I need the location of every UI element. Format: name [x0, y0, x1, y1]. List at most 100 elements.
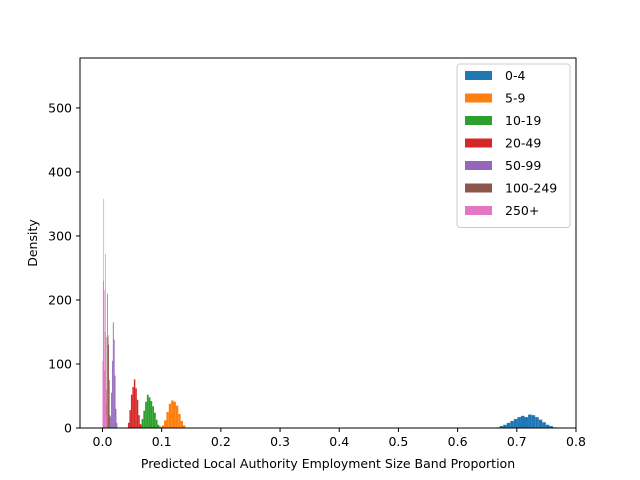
bar-250+-0: [102, 360, 104, 428]
bar-5-9-1: [164, 420, 167, 428]
legend-label-50-99: 50-99: [505, 158, 541, 173]
bar-0-4-7: [520, 415, 525, 428]
x-tick-label: 0.7: [507, 434, 527, 449]
bar-0-4-15: [549, 426, 553, 428]
bar-250+-8: [106, 415, 107, 428]
bar-0-4-2: [503, 424, 507, 428]
bar-5-9-8: [180, 420, 183, 428]
bar-250+-5: [104, 331, 106, 428]
legend-swatch-100-249: [465, 183, 492, 193]
bar-5-9-4: [171, 400, 174, 428]
bar-20-49-1: [129, 410, 131, 428]
bar-10-19-4: [146, 394, 149, 428]
bar-100-249-2: [107, 293, 108, 428]
bar-100-249-3: [107, 335, 109, 428]
bar-0-4-6: [517, 417, 521, 428]
bar-10-19-5: [148, 397, 151, 428]
legend-label-5-9: 5-9: [505, 91, 525, 106]
bar-20-49-7: [138, 415, 140, 428]
bar-50-99-3: [112, 322, 114, 428]
bar-5-9-6: [175, 405, 179, 428]
bar-10-19-9: [155, 419, 158, 428]
bar-50-99-0: [110, 416, 112, 428]
x-axis-label: Predicted Local Authority Employment Siz…: [141, 456, 515, 471]
legend-label-20-49: 20-49: [505, 136, 541, 151]
x-tick-label: 0.0: [93, 434, 113, 449]
series-5-9: [161, 400, 186, 428]
y-tick-label: 400: [48, 164, 72, 179]
bar-5-9-9: [182, 425, 186, 428]
bar-10-19-7: [152, 406, 154, 428]
y-tick-label: 100: [48, 356, 72, 371]
bar-0-4-4: [510, 420, 514, 428]
bar-50-99-5: [114, 375, 116, 428]
bar-50-99-7: [116, 422, 118, 428]
legend: 0-4 5-9 10-19 20-49 50-99 100-249 250+: [456, 63, 571, 228]
bar-100-249-5: [109, 379, 110, 428]
bar-5-9-2: [166, 412, 169, 428]
bar-5-9-5: [173, 401, 176, 428]
legend-label-100-249: 100-249: [505, 181, 557, 196]
bar-100-249-1: [106, 337, 108, 428]
legend-swatch-10-19: [465, 116, 492, 125]
x-tick-label: 0.4: [329, 434, 349, 449]
bar-0-4-9: [528, 414, 532, 428]
bar-250+-1: [102, 280, 104, 428]
y-tick-label: 300: [48, 228, 72, 243]
bar-0-4-14: [545, 424, 550, 428]
bar-250+-7: [105, 389, 107, 428]
bar-0-4-8: [524, 417, 529, 428]
bar-10-19-1: [141, 419, 144, 428]
bar-250+-2: [103, 198, 105, 428]
bar-0-4-3: [506, 422, 511, 428]
bar-20-49-5: [135, 388, 137, 428]
x-tick-label: 0.5: [388, 434, 408, 449]
series-0-4: [496, 414, 557, 428]
x-axis: 0.0 0.1 0.2 0.3 0.4 0.5 0.6 0.7 0.8: [93, 428, 586, 449]
series-10-19: [139, 394, 162, 428]
bar-0-4-12: [538, 419, 543, 428]
bar-10-19-6: [150, 401, 153, 428]
bar-10-19-8: [153, 412, 156, 428]
bar-20-49-3: [132, 387, 134, 428]
bar-20-49-0: [127, 422, 130, 428]
legend-swatch-50-99: [465, 161, 492, 170]
x-tick-label: 0.2: [211, 434, 231, 449]
legend-label-10-19: 10-19: [505, 113, 541, 128]
bar-250+-6: [105, 253, 106, 428]
bar-250+-3: [103, 290, 105, 428]
y-tick-label: 500: [48, 100, 72, 115]
legend-swatch-20-49: [465, 138, 492, 148]
x-tick-label: 0.6: [448, 434, 468, 449]
bar-50-99-6: [115, 408, 117, 428]
bar-100-249-4: [108, 344, 110, 428]
bar-5-9-7: [178, 413, 181, 428]
bar-50-99-2: [111, 360, 113, 428]
bar-50-99-1: [111, 392, 112, 428]
bar-20-49-2: [130, 394, 133, 428]
bar-20-49-8: [139, 424, 142, 428]
bar-10-19-10: [157, 424, 160, 428]
legend-swatch-0-4: [465, 71, 492, 80]
bar-0-4-11: [535, 417, 539, 428]
bar-20-49-4: [133, 379, 136, 428]
legend-label-250+: 250+: [505, 203, 539, 218]
legend-swatch-250+: [465, 206, 492, 215]
bar-5-9-3: [168, 403, 172, 428]
y-axis-label: Density: [25, 219, 40, 267]
bar-5-9-0: [161, 425, 165, 428]
bar-10-19-3: [145, 401, 147, 428]
bar-50-99-4: [113, 339, 115, 428]
series-250+: [102, 198, 107, 428]
bar-0-4-13: [542, 422, 546, 428]
series-50-99: [110, 322, 118, 428]
x-tick-label: 0.8: [566, 434, 586, 449]
bar-10-19-2: [143, 410, 146, 428]
x-tick-label: 0.1: [152, 434, 172, 449]
x-tick-label: 0.3: [270, 434, 290, 449]
bar-0-4-1: [499, 426, 504, 428]
plot-frame: [79, 57, 577, 429]
bar-100-249-6: [109, 415, 111, 428]
bar-0-4-5: [513, 419, 518, 428]
